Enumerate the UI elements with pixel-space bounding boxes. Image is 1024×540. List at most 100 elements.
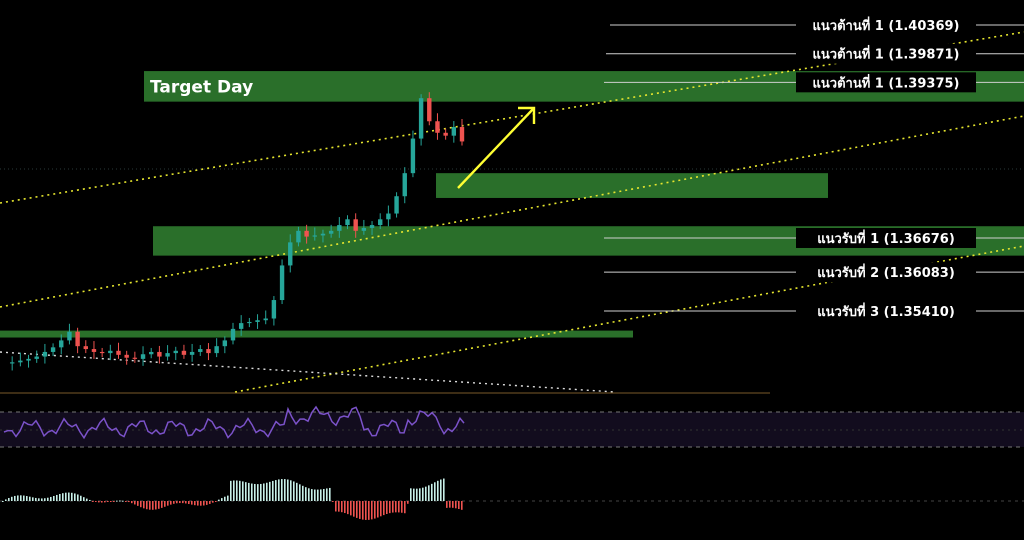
macd-bar — [86, 498, 88, 501]
macd-bar — [128, 501, 130, 503]
candle-body — [435, 121, 440, 133]
macd-bar — [236, 480, 238, 501]
candle-body — [149, 351, 154, 355]
candle-body — [206, 349, 211, 354]
candle-body — [59, 340, 64, 348]
macd-bar — [317, 489, 319, 501]
zone-box — [436, 173, 828, 198]
macd-bar — [41, 498, 43, 501]
candle-body — [99, 351, 105, 354]
macd-bar — [272, 480, 274, 501]
macd-bar — [209, 501, 211, 504]
macd-bar — [434, 482, 436, 501]
trendline-descending — [0, 351, 616, 393]
macd-bar — [425, 486, 427, 501]
candle-body — [263, 318, 268, 321]
resistance-level-label: แนวต้านที่ 1 (1.39871) — [813, 45, 960, 63]
macd-bar — [440, 479, 442, 501]
macd-bar — [203, 501, 205, 506]
macd-bar — [374, 501, 376, 519]
level-label-bg — [796, 301, 976, 321]
candle-body — [173, 350, 178, 354]
macd-bar — [359, 501, 361, 519]
candle-body — [140, 354, 146, 359]
macd-bar — [269, 481, 271, 501]
candle-body — [345, 219, 350, 226]
candle-body — [238, 323, 244, 329]
candle-body — [108, 350, 113, 354]
candle-body — [369, 225, 375, 228]
macd-bar — [344, 501, 346, 514]
macd-bar — [197, 501, 199, 506]
macd-bar — [224, 496, 226, 501]
macd-bar — [146, 501, 148, 510]
macd-bar — [152, 501, 154, 510]
macd-bar — [140, 501, 142, 508]
support-level-label: แนวรับที่ 3 (1.35410) — [817, 302, 955, 320]
macd-bar — [158, 501, 160, 509]
macd-bar — [194, 501, 196, 506]
candle-body — [42, 351, 48, 357]
macd-bar — [239, 480, 241, 501]
projection-arrow — [457, 107, 535, 189]
macd-bar — [167, 501, 169, 506]
macd-bar — [32, 497, 34, 501]
macd-bar — [212, 501, 214, 503]
macd-bar — [83, 497, 85, 501]
macd-bar — [299, 484, 301, 501]
macd-bar — [296, 482, 298, 501]
macd-bar — [29, 496, 31, 501]
macd-bar — [44, 498, 46, 501]
macd-bar — [53, 495, 55, 501]
macd-bar — [416, 488, 418, 501]
support-level-label: แนวรับที่ 1 (1.36676) — [817, 229, 955, 247]
macd-bar — [266, 482, 268, 501]
projection-arrow-head — [518, 106, 536, 124]
macd-bar — [284, 479, 286, 501]
macd-bar — [62, 493, 64, 501]
macd-bar — [452, 501, 454, 508]
level-label-bg — [796, 72, 976, 93]
candle-body — [67, 331, 72, 341]
macd-bar — [56, 494, 58, 501]
candle-body — [418, 98, 424, 139]
target-day-label: Target Day — [150, 77, 253, 97]
macd-bar — [422, 487, 424, 501]
macd-bar — [293, 481, 295, 501]
candle-body — [304, 230, 309, 237]
candle-body — [312, 235, 317, 237]
macd-bar — [173, 501, 175, 504]
macd-bar — [251, 483, 253, 501]
macd-bar — [431, 483, 433, 501]
macd-bar — [254, 483, 256, 501]
trendline-lower — [234, 245, 1024, 393]
macd-bar — [227, 495, 229, 501]
macd-bar — [350, 501, 352, 516]
macd-bar — [407, 501, 409, 504]
macd-bar — [329, 487, 331, 501]
macd-bar — [461, 501, 463, 510]
macd-bar — [377, 501, 379, 518]
macd-bar — [185, 501, 187, 504]
candle-body — [18, 360, 23, 363]
macd-bar — [92, 501, 94, 502]
macd-bar — [119, 500, 121, 502]
macd-bar — [80, 495, 82, 501]
candle-body — [361, 227, 367, 231]
macd-bar — [161, 501, 163, 508]
candle-body — [124, 354, 129, 358]
macd-bar — [89, 499, 91, 501]
macd-bar — [38, 498, 40, 501]
macd-bar — [257, 484, 259, 501]
candle-body — [181, 350, 187, 355]
macd-bar — [383, 501, 385, 516]
macd-bar — [428, 485, 430, 501]
macd-bar — [20, 495, 22, 501]
macd-bar — [446, 501, 448, 508]
level-label-bg — [796, 43, 976, 64]
macd-bar — [287, 479, 289, 501]
macd-bar — [74, 493, 76, 501]
macd-bar — [314, 489, 316, 501]
candle-body — [222, 340, 228, 347]
